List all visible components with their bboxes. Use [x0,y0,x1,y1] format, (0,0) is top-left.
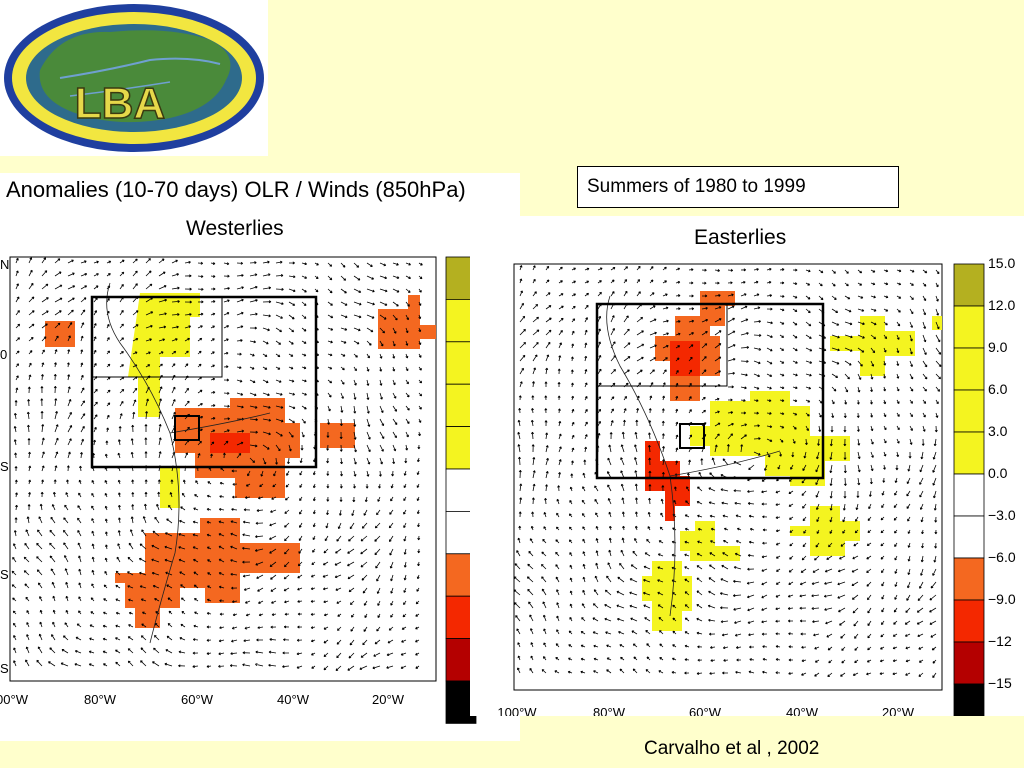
olr-anomaly-patch [128,293,200,417]
colorbar-label: 0.0 [988,465,1008,481]
colorbar-swatch [953,263,985,307]
lon-label: 20°W [882,705,915,716]
olr-anomaly-patch [320,423,355,448]
lon-label: 80°W [593,705,626,716]
lon-label: 40°W [277,692,310,707]
left-figure-canvas: Anomalies (10-70 days) OLR / Winds (850h… [0,177,504,724]
right-panel-subtitle: Easterlies [694,226,786,249]
olr-anomaly-patch [210,433,250,453]
left-panel-subtitle: Westerlies [186,217,284,240]
colorbar-swatch [953,557,985,601]
colorbar-swatch [953,599,985,643]
lba-logo-graphic: LBA [4,4,264,152]
colorbar-label: 9.0 [988,339,1008,355]
left-figure-title: Anomalies (10-70 days) OLR / Winds (850h… [6,177,466,202]
olr-anomaly-patch [690,391,850,486]
left-edge-lat-label: 0 [0,347,7,362]
right-figure: Easterlies 100°W 80°W 60°W 40°W 20°W 15.0 12.… [470,216,1024,727]
colorbar-swatch [953,389,985,433]
colorbar-swatch [953,473,985,517]
colorbar-label: −3.0 [988,507,1016,523]
olr-anomaly-patch [642,561,692,631]
lon-label: 00°W [0,692,29,707]
colorbar-label: 15.0 [988,255,1015,271]
olr-anomaly-patch [645,441,690,521]
citation-footer: Carvalho et al , 2002 [644,738,820,759]
logo-text: LBA [75,79,165,128]
colorbar-label: −6.0 [988,549,1016,565]
olr-anomaly-patch [680,521,740,561]
lon-label: 20°W [372,692,405,707]
left-edge-lat-label: S [0,567,9,582]
left-edge-lat-label: S [0,661,9,676]
lon-label: 40°W [786,705,819,716]
olr-anomaly-patch [45,321,75,347]
olr-anomaly-patch [790,506,860,556]
colorbar-label: 12.0 [988,297,1015,313]
lon-label: 60°W [689,705,722,716]
left-map [9,256,437,682]
olr-anomaly-patch [830,316,915,376]
right-colorbar: 15.0 12.0 9.0 6.0 3.0 0.0 −3.0 −6.0 −9.0 −12 −15 [953,255,1016,727]
right-map [513,263,943,691]
colorbar-swatch [953,431,985,475]
colorbar-swatch [953,305,985,349]
wind-vectors [11,257,423,671]
left-edge-lat-label: N [0,257,9,272]
summers-caption: Summers of 1980 to 1999 [577,166,899,208]
colorbar-swatch [953,515,985,559]
olr-anomaly-patch [670,341,700,376]
lon-label: 60°W [181,692,214,707]
left-figure: Anomalies (10-70 days) OLR / Winds (850h… [0,173,520,741]
lba-logo: LBA [0,0,268,156]
lon-label: 100°W [497,705,537,716]
colorbar-label: −12 [988,633,1012,649]
colorbar-label: −15 [988,675,1012,691]
olr-anomaly-patch [378,295,436,349]
colorbar-swatch [953,683,985,727]
lon-label: 80°W [84,692,117,707]
right-figure-canvas: Easterlies 100°W 80°W 60°W 40°W 20°W 15.0 12.… [497,226,1016,727]
colorbar-label: 3.0 [988,423,1008,439]
colorbar-swatch [953,641,985,685]
colorbar-swatch [953,347,985,391]
olr-anomaly-patch [932,316,942,330]
olr-anomaly-patch [160,468,180,508]
colorbar-label: 6.0 [988,381,1008,397]
left-edge-lat-label: S [0,459,9,474]
colorbar-label: −9.0 [988,591,1016,607]
wind-vectors [513,265,942,678]
